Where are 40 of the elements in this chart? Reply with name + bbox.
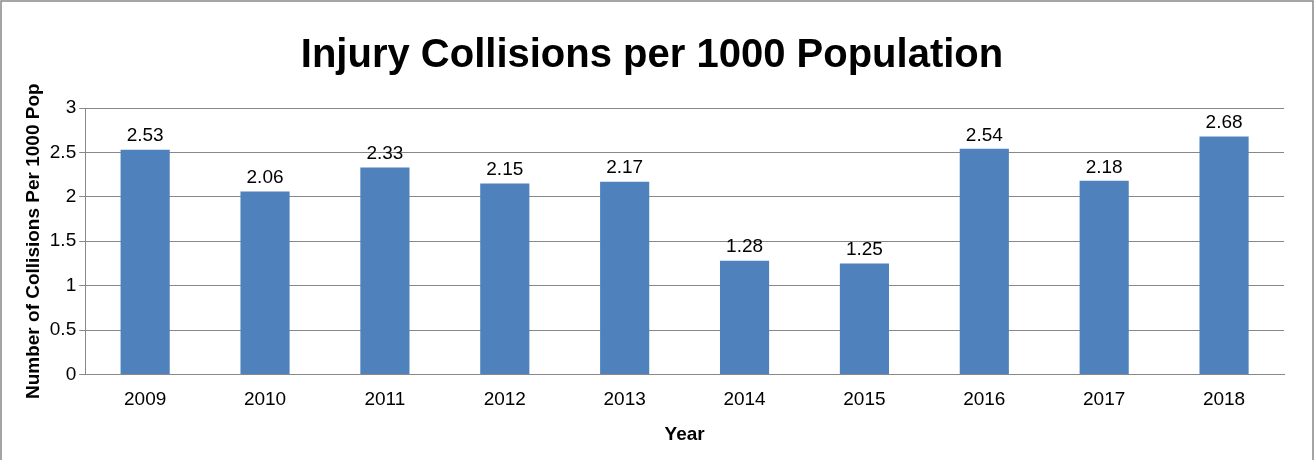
x-tick-label: 2018 [1202,388,1246,410]
x-tick-label: 2016 [963,388,1006,410]
x-axis-title: Year [664,422,706,444]
bar [600,181,650,374]
bar [719,260,770,374]
y-tick-label: 2 [65,185,77,207]
bar [1079,180,1129,374]
x-tick-label: 2017 [1083,388,1126,410]
data-label: 1.25 [845,238,883,260]
bar [240,191,290,374]
y-tick-label: 1 [65,273,77,295]
y-tick-label: 2.5 [49,140,77,162]
bar [839,263,889,374]
data-label: 2.06 [246,166,284,188]
x-tick-label: 2011 [364,388,406,410]
y-tick-label: 0 [65,362,77,384]
x-tick-label: 2009 [124,388,167,410]
data-label: 2.18 [1085,155,1123,177]
x-tick-label: 2013 [603,388,646,410]
bar [1199,136,1249,374]
y-tick-label: 0.5 [49,318,77,340]
x-tick-label: 2015 [843,388,886,410]
data-label: 2.54 [965,123,1004,145]
y-tick-label: 3 [65,96,77,118]
data-label: 2.53 [126,124,164,146]
x-tick-label: 2010 [243,388,287,410]
data-label: 2.15 [486,158,524,180]
chart-title: Injury Collisions per 1000 Population [300,31,1004,76]
y-tick-label: 1.5 [49,229,77,251]
bar [120,149,170,374]
bar [959,148,1009,374]
data-label: 2.68 [1205,111,1243,133]
y-axis-title: Number of Collisions Per 1000 Pop [21,83,43,400]
bar [360,167,410,374]
bar [480,183,530,374]
data-label: 2.33 [366,142,404,164]
x-tick-label: 2014 [723,388,767,410]
data-label: 2.17 [606,156,644,178]
x-tick-label: 2012 [483,388,526,410]
data-label: 1.28 [726,235,764,257]
